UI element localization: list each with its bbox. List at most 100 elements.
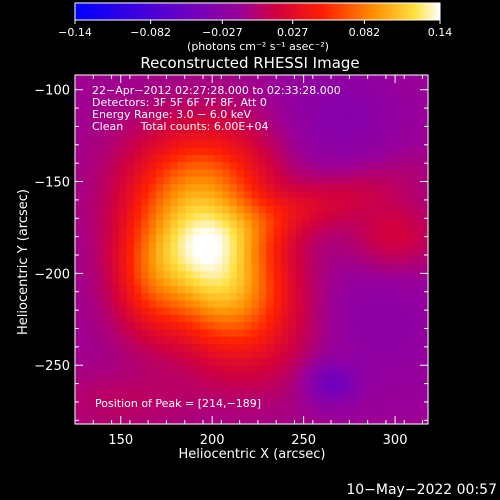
heatmap-cell <box>339 271 348 280</box>
heatmap-cell <box>163 336 172 345</box>
heatmap-cell <box>332 227 341 236</box>
heatmap-cell <box>126 358 135 367</box>
heatmap-cell <box>251 394 260 403</box>
heatmap-cell <box>200 365 208 374</box>
heatmap-cell <box>295 351 304 360</box>
heatmap-cell <box>192 314 201 323</box>
heatmap-cell <box>339 169 348 178</box>
x-tick-label: 200 <box>200 433 225 448</box>
heatmap-cell <box>310 285 319 294</box>
heatmap-cell <box>405 205 414 214</box>
heatmap-cell <box>89 394 98 403</box>
heatmap-cell <box>148 409 157 418</box>
heatmap-cell <box>383 402 392 411</box>
heatmap-cell <box>192 293 201 301</box>
heatmap-cell <box>332 307 341 316</box>
heatmap-cell <box>236 227 245 236</box>
heatmap-cell <box>177 220 186 229</box>
heatmap-cell <box>302 140 311 149</box>
heatmap-cell <box>82 191 91 200</box>
heatmap-cell <box>82 256 91 265</box>
heatmap-cell <box>369 256 378 265</box>
heatmap-cell <box>111 293 120 301</box>
heatmap-cell <box>339 358 348 367</box>
heatmap-cell <box>192 133 201 142</box>
heatmap-cell <box>244 344 253 352</box>
heatmap-cell <box>133 169 142 178</box>
heatmap-cell <box>398 220 407 229</box>
heatmap-cell <box>148 227 157 236</box>
heatmap-cell <box>339 402 348 411</box>
heatmap-cell <box>398 133 407 142</box>
heatmap-cell <box>354 336 363 345</box>
heatmap-cell <box>192 176 201 185</box>
heatmap-cell <box>361 82 370 91</box>
heatmap-cell <box>391 118 400 127</box>
heatmap-cell <box>347 111 356 120</box>
heatmap-cell <box>244 336 253 345</box>
heatmap-cell <box>229 416 238 425</box>
heatmap-cell <box>214 373 223 381</box>
heatmap-cell <box>111 394 120 403</box>
heatmap-cell <box>163 125 172 134</box>
heatmap-cell <box>192 104 201 112</box>
heatmap-cell <box>89 271 98 280</box>
heatmap-cell <box>185 205 194 214</box>
heatmap-cell <box>391 307 400 316</box>
heatmap-cell <box>295 336 304 345</box>
heatmap-cell <box>347 242 356 251</box>
heatmap-cell <box>148 242 157 251</box>
heatmap-cell <box>405 365 414 374</box>
heatmap-cell <box>295 184 304 192</box>
heatmap-cell <box>317 293 326 301</box>
heatmap-cell <box>295 111 304 120</box>
heatmap-cell <box>155 373 164 381</box>
heatmap-cell <box>170 394 179 403</box>
heatmap-cell <box>236 82 245 91</box>
heatmap-cell <box>273 365 282 374</box>
heatmap-cell <box>420 162 429 171</box>
heatmap-cell <box>310 205 319 214</box>
heatmap-cell <box>75 394 83 403</box>
heatmap-cell <box>376 402 385 411</box>
heatmap-cell <box>339 125 348 134</box>
heatmap-cell <box>420 394 429 403</box>
heatmap-cell <box>207 380 216 389</box>
heatmap-cell <box>170 176 179 185</box>
heatmap-cell <box>192 249 201 258</box>
heatmap-cell <box>82 314 91 323</box>
heatmap-cell <box>236 169 245 178</box>
heatmap-cell <box>391 293 400 301</box>
heatmap-cell <box>251 402 260 411</box>
heatmap-cell <box>273 380 282 389</box>
heatmap-cell <box>302 358 311 367</box>
heatmap-cell <box>75 82 83 91</box>
heatmap-cell <box>258 249 267 258</box>
heatmap-cell <box>185 154 194 163</box>
heatmap-cell <box>266 394 275 403</box>
heatmap-cell <box>295 256 304 265</box>
heatmap-cell <box>266 293 275 301</box>
heatmap-cell <box>141 242 150 251</box>
heatmap-cell <box>236 336 245 345</box>
heatmap-cell <box>295 75 304 83</box>
heatmap-cell <box>236 329 245 338</box>
heatmap-cell <box>111 314 120 323</box>
heatmap-cell <box>126 264 135 272</box>
heatmap-cell <box>376 249 385 258</box>
heatmap-cell <box>222 314 231 323</box>
heatmap-cell <box>288 205 297 214</box>
heatmap-cell <box>111 278 120 287</box>
heatmap-cell <box>89 293 98 301</box>
heatmap-cell <box>391 256 400 265</box>
heatmap-cell <box>398 104 407 112</box>
heatmap-cell <box>376 264 385 272</box>
heatmap-cell <box>126 125 135 134</box>
heatmap-cell <box>177 242 186 251</box>
heatmap-cell <box>192 409 201 418</box>
heatmap-cell <box>420 147 429 156</box>
heatmap-cell <box>347 205 356 214</box>
heatmap-cell <box>111 162 120 171</box>
heatmap-cell <box>148 285 157 294</box>
heatmap-cell <box>111 118 120 127</box>
